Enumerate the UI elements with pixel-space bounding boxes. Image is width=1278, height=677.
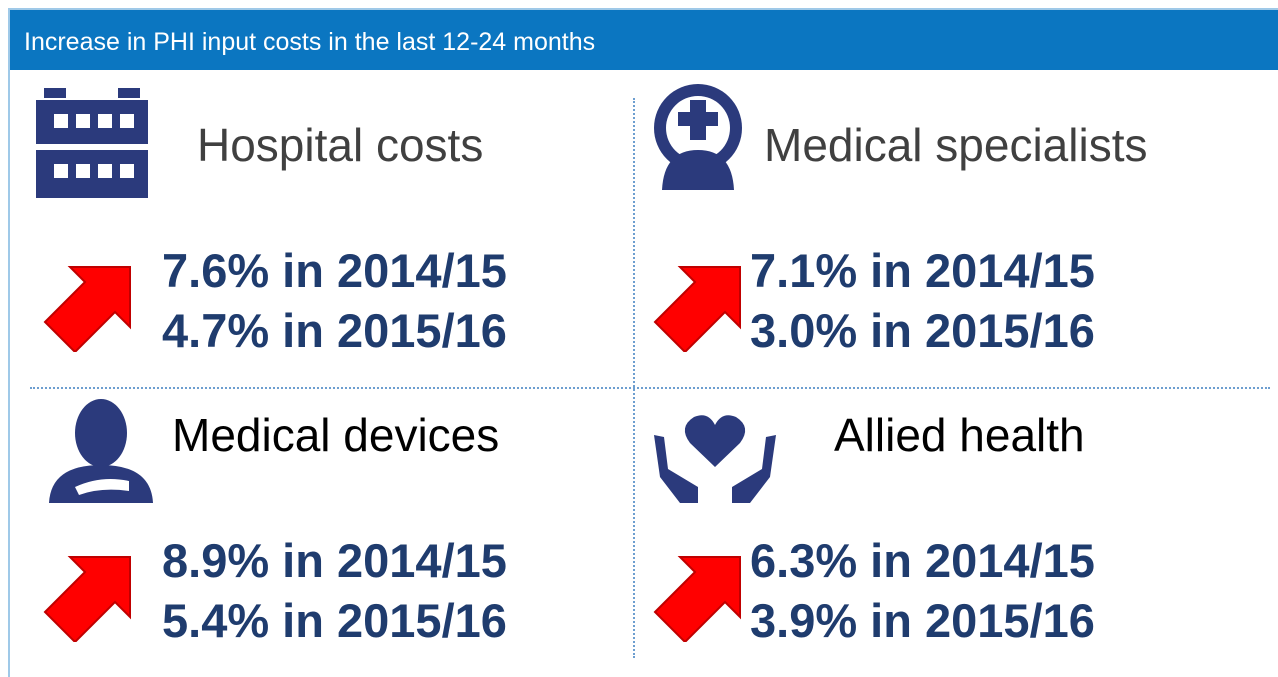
hands-heart-icon bbox=[654, 415, 776, 503]
value-line: 8.9% in 2014/15 bbox=[162, 534, 507, 587]
hospital-icon bbox=[36, 88, 148, 198]
value-line: 3.9% in 2015/16 bbox=[750, 594, 1095, 647]
up-arrow bbox=[653, 556, 741, 642]
vertical-divider bbox=[633, 98, 635, 658]
horizontal-divider bbox=[30, 387, 1270, 389]
value-line: 7.6% in 2014/15 bbox=[162, 244, 507, 297]
panel-title: Hospital costs bbox=[197, 119, 484, 171]
value-line: 4.7% in 2015/16 bbox=[162, 304, 507, 357]
value-line: 7.1% in 2014/15 bbox=[750, 244, 1095, 297]
frame bbox=[8, 8, 1278, 677]
patient-icon bbox=[49, 399, 153, 503]
value-line: 3.0% in 2015/16 bbox=[750, 304, 1095, 357]
up-arrow bbox=[653, 266, 741, 352]
up-arrow bbox=[43, 266, 131, 352]
up-arrow bbox=[43, 556, 131, 642]
panel-title: Medical devices bbox=[172, 409, 500, 461]
panel-title: Allied health bbox=[834, 409, 1085, 461]
doctor-icon bbox=[654, 84, 742, 190]
header: Increase in PHI input costs in the last … bbox=[10, 10, 1278, 70]
value-line: 5.4% in 2015/16 bbox=[162, 594, 507, 647]
header-title: Increase in PHI input costs in the last … bbox=[24, 28, 596, 56]
panel-title: Medical specialists bbox=[764, 119, 1148, 171]
value-line: 6.3% in 2014/15 bbox=[750, 534, 1095, 587]
